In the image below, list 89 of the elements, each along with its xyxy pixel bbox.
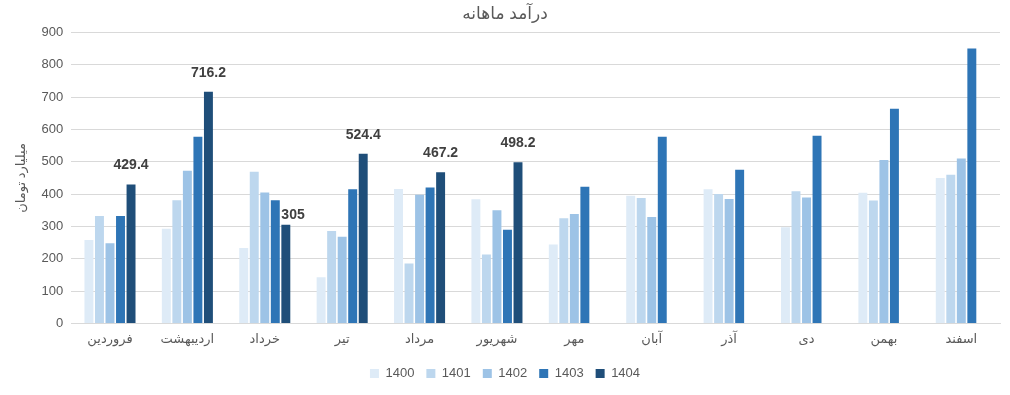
bar bbox=[415, 194, 425, 323]
bar bbox=[879, 160, 889, 323]
bar bbox=[802, 197, 811, 323]
bar bbox=[868, 200, 878, 323]
bar bbox=[569, 214, 579, 323]
bar bbox=[889, 108, 899, 323]
y-axis-title: میلیارد تومان bbox=[13, 143, 30, 213]
bar bbox=[626, 195, 636, 323]
x-tick-label: اردیبهشت bbox=[160, 330, 215, 347]
bar bbox=[858, 192, 868, 323]
legend-label: 1402 bbox=[498, 365, 528, 381]
data-label: 716.2 bbox=[190, 63, 227, 80]
bar bbox=[105, 243, 115, 323]
y-tick-label: 400 bbox=[41, 185, 64, 201]
y-tick-label: 800 bbox=[41, 56, 64, 72]
bar bbox=[193, 136, 203, 323]
bar bbox=[84, 239, 94, 323]
y-tick-label: 0 bbox=[56, 314, 64, 330]
y-tick-label: 100 bbox=[41, 282, 64, 298]
data-label: 429.4 bbox=[113, 156, 149, 173]
bar bbox=[513, 162, 523, 323]
data-label: 305 bbox=[281, 205, 305, 222]
y-tick-label: 500 bbox=[41, 153, 64, 169]
bar bbox=[126, 184, 136, 323]
data-label: 524.4 bbox=[345, 125, 381, 142]
x-tick-label: مرداد bbox=[404, 330, 435, 347]
bar bbox=[337, 236, 347, 323]
bar bbox=[724, 198, 734, 323]
bar bbox=[812, 135, 822, 323]
bar bbox=[657, 136, 667, 323]
y-tick-label: 600 bbox=[41, 120, 64, 136]
bar bbox=[270, 200, 280, 323]
x-tick-label: دی bbox=[798, 330, 815, 346]
x-tick-label: آبان bbox=[641, 329, 664, 346]
bar bbox=[249, 171, 259, 323]
bar bbox=[348, 189, 358, 323]
bar bbox=[182, 170, 192, 323]
data-label: 467.2 bbox=[423, 144, 459, 161]
y-tick-label: 300 bbox=[41, 217, 64, 233]
bar bbox=[935, 177, 945, 323]
bar bbox=[956, 158, 966, 323]
bar bbox=[260, 192, 270, 323]
y-tick-label: 200 bbox=[41, 250, 64, 266]
x-tick-label: خرداد bbox=[249, 330, 280, 347]
bar bbox=[316, 277, 326, 323]
bar bbox=[203, 91, 213, 323]
bar bbox=[781, 227, 790, 323]
bar bbox=[714, 194, 724, 323]
chart-title: درآمد ماهانه bbox=[462, 1, 548, 23]
x-tick-label: شهریور bbox=[475, 330, 518, 347]
x-tick-label: تیر bbox=[333, 330, 350, 347]
bar bbox=[481, 254, 491, 323]
bar bbox=[703, 189, 713, 323]
legend-label: 1403 bbox=[554, 365, 584, 381]
legend-label: 1401 bbox=[441, 365, 471, 381]
bar bbox=[636, 197, 646, 323]
y-tick-label: 900 bbox=[41, 23, 64, 39]
bar bbox=[161, 228, 171, 323]
bar bbox=[94, 216, 104, 323]
bar bbox=[946, 174, 956, 323]
bar bbox=[471, 199, 481, 323]
bar bbox=[404, 263, 414, 323]
bar bbox=[492, 210, 502, 323]
bar bbox=[548, 244, 558, 323]
bar bbox=[327, 230, 337, 323]
bar bbox=[172, 200, 182, 323]
bar bbox=[580, 186, 590, 323]
bar bbox=[647, 217, 657, 323]
bar bbox=[791, 191, 801, 323]
bar bbox=[116, 216, 125, 323]
data-label: 498.2 bbox=[500, 134, 536, 151]
x-tick-label: اسفند bbox=[945, 330, 978, 346]
bar bbox=[735, 169, 745, 323]
bar bbox=[425, 187, 435, 323]
x-tick-label: بهمن bbox=[870, 330, 898, 347]
bar bbox=[239, 248, 249, 323]
legend-label: 1404 bbox=[611, 365, 641, 381]
bar bbox=[281, 224, 291, 323]
x-tick-label: آذر bbox=[720, 329, 739, 347]
x-tick-label: فروردین bbox=[87, 330, 133, 347]
bar bbox=[559, 218, 569, 323]
y-tick-label: 700 bbox=[41, 88, 64, 104]
legend-label: 1400 bbox=[385, 365, 415, 381]
bar bbox=[967, 48, 977, 323]
bar bbox=[394, 188, 403, 323]
x-tick-label: مهر bbox=[563, 330, 585, 347]
bar bbox=[358, 153, 368, 323]
bar bbox=[436, 172, 446, 323]
bar bbox=[503, 229, 512, 323]
